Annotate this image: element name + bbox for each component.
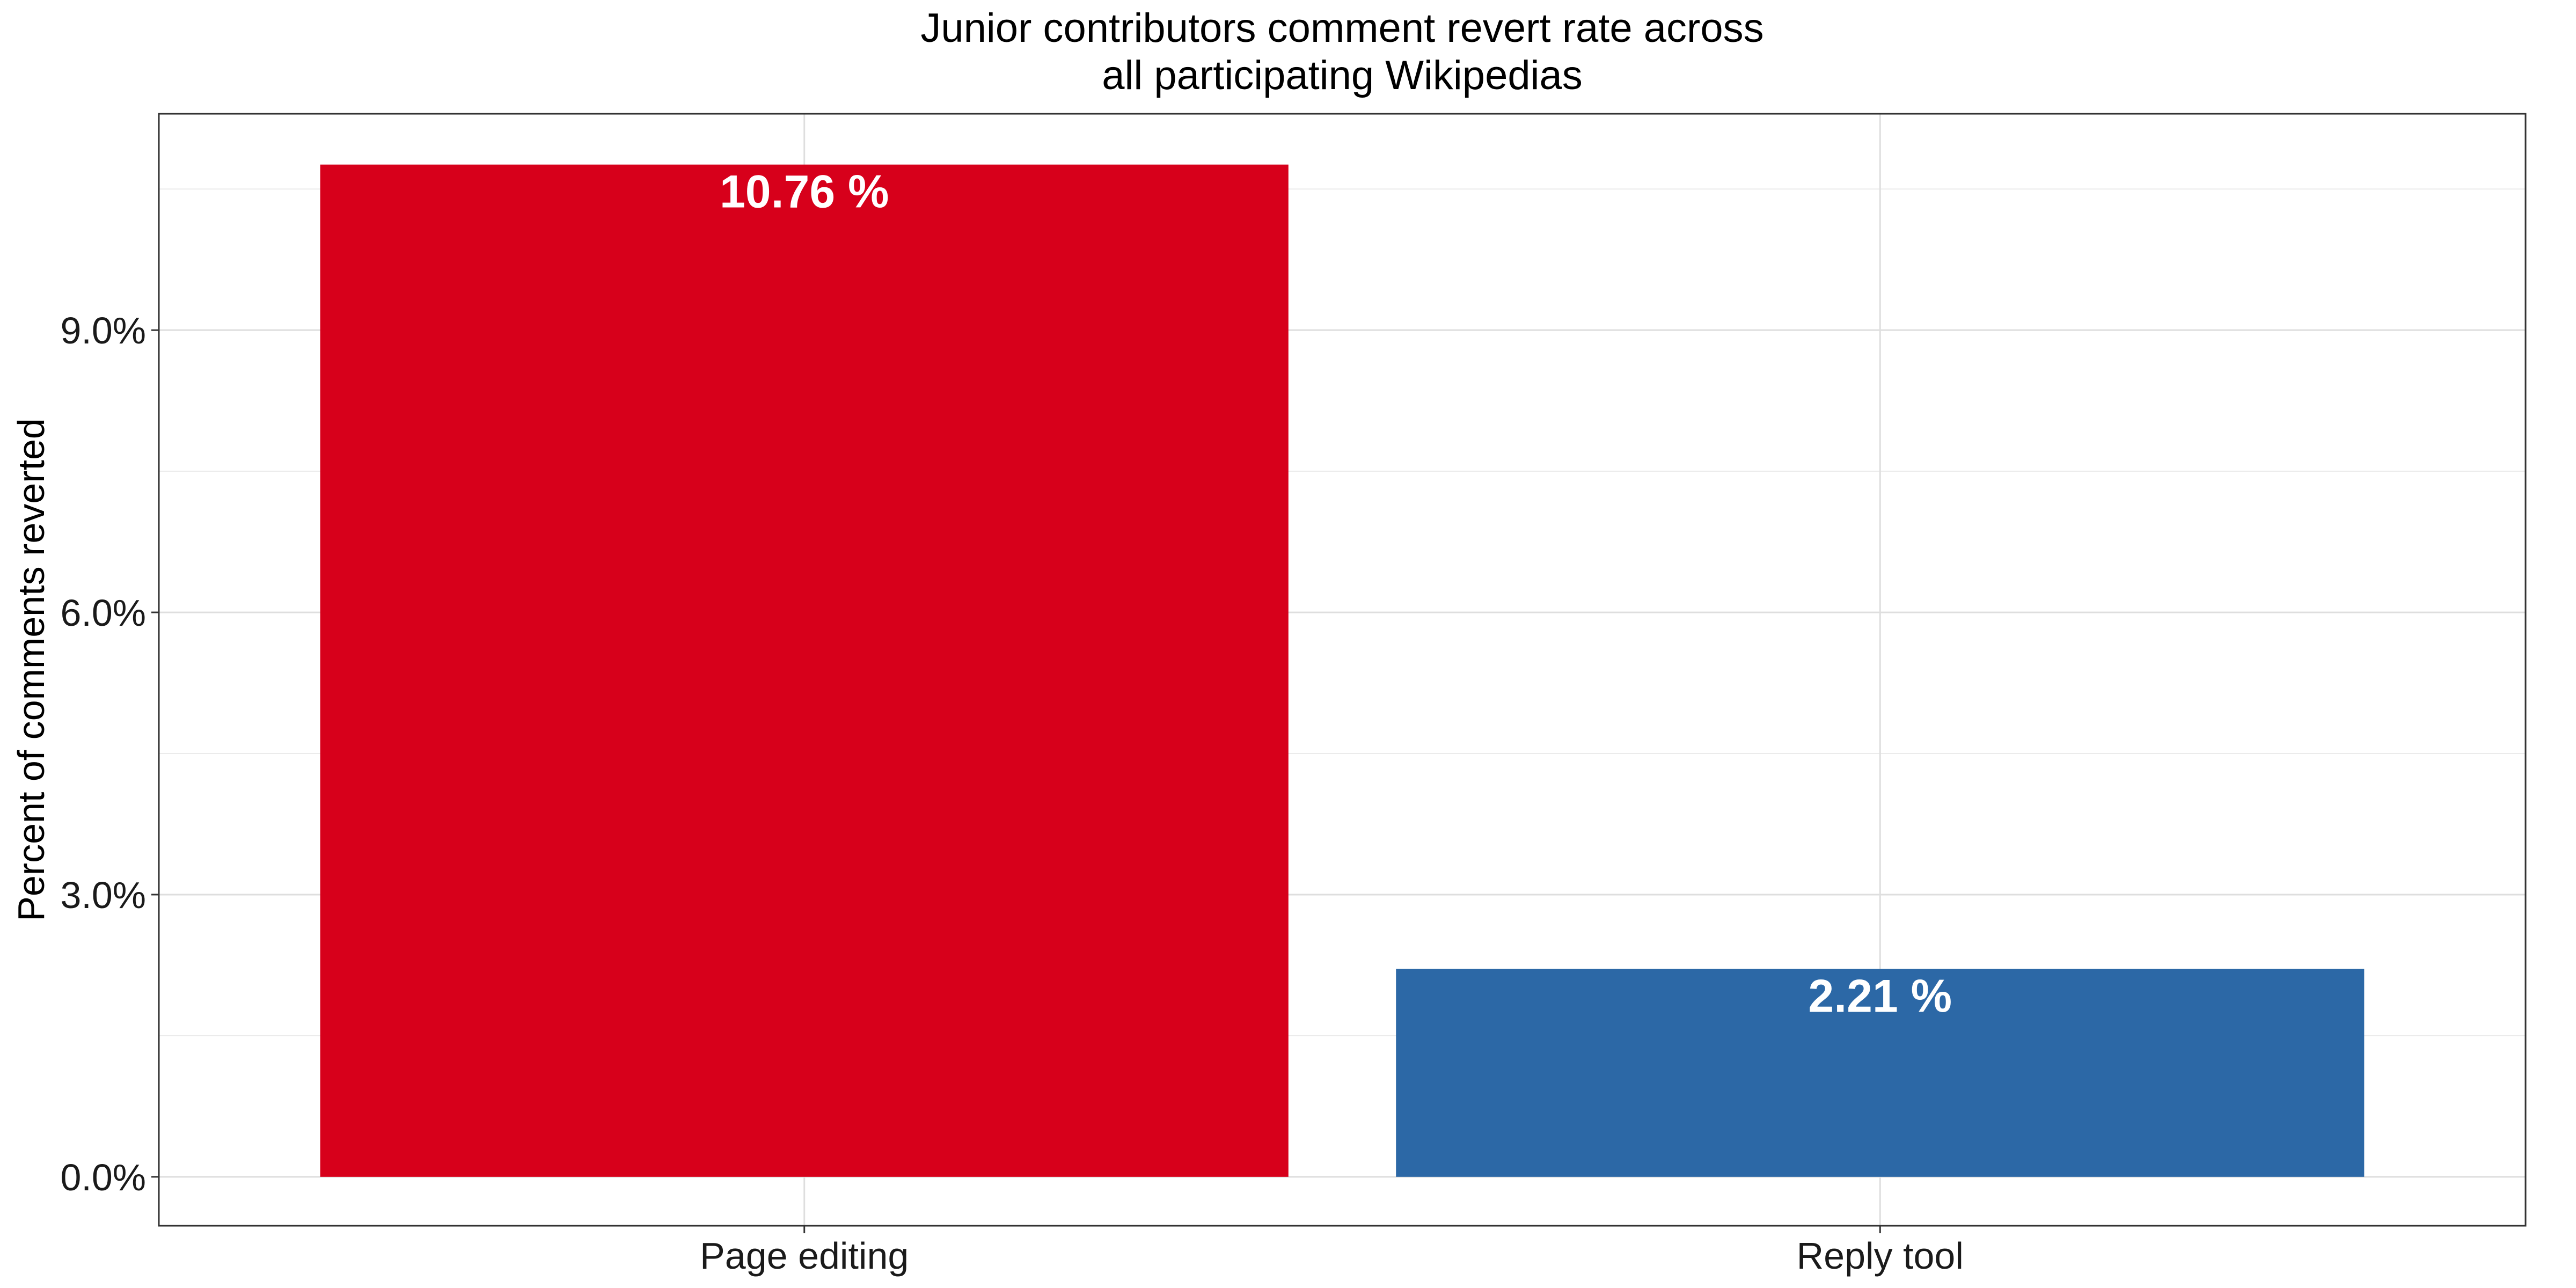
bars-layer [320,164,2365,1177]
x-tick-label: Reply tool [1797,1235,1964,1277]
y-axis-label: Percent of comments reverted [10,418,52,921]
data-label: 2.21 % [1808,970,1952,1022]
axes-layer: 0.0% 3.0% 6.0% 9.0% Page editing Reply tool [60,310,1963,1277]
y-tick-label: 0.0% [60,1157,146,1198]
bar [320,164,1289,1177]
plot-panel-border [158,113,2527,1227]
y-tick-label: 3.0% [60,874,146,916]
bar [1396,969,2365,1177]
y-tick-label: 6.0% [60,592,146,634]
y-tick-label: 9.0% [60,310,146,352]
data-labels-layer: 10.76 % 2.21 % [720,166,1952,1022]
chart-title: Junior contributors comment revert rate … [920,5,1763,98]
x-tick-label: Page editing [700,1235,909,1277]
data-label: 10.76 % [720,166,889,218]
